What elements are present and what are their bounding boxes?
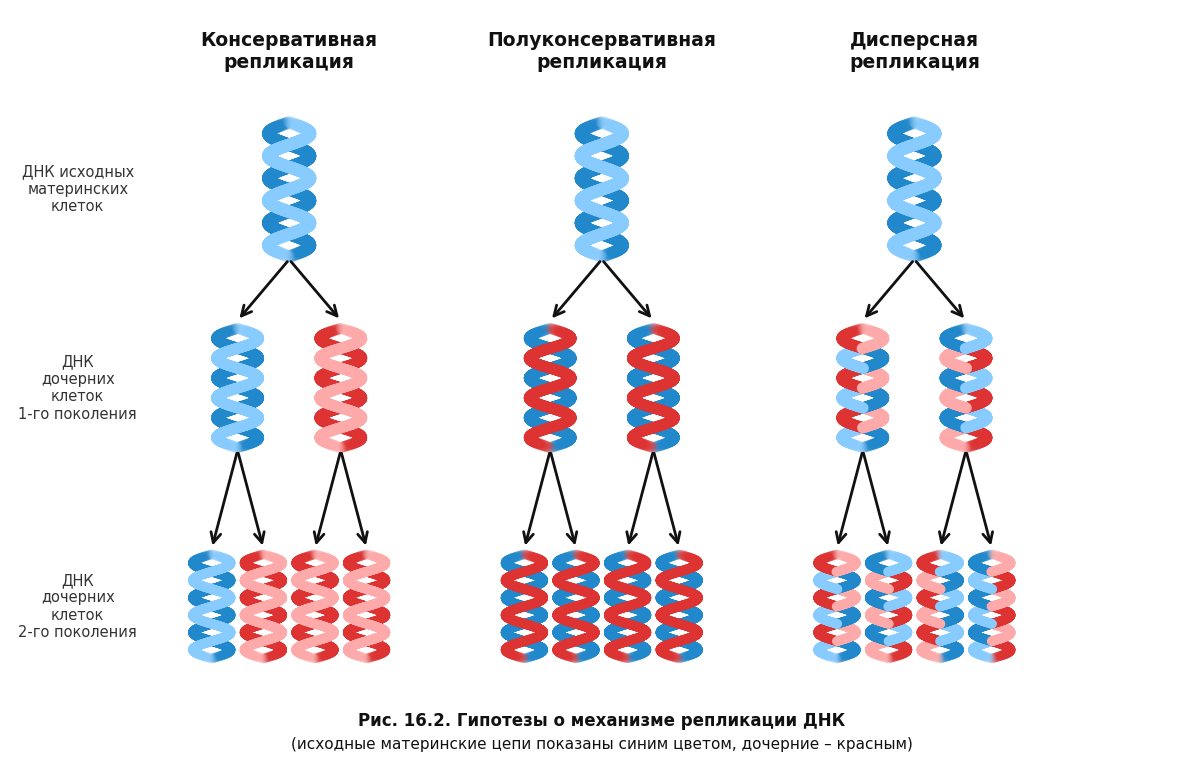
Text: Консервативная
репликация: Консервативная репликация — [200, 31, 378, 72]
Text: ДНК
дочерних
клеток
2-го поколения: ДНК дочерних клеток 2-го поколения — [18, 573, 137, 640]
Text: Полуконсервативная
репликация: Полуконсервативная репликация — [487, 31, 716, 72]
Text: Рис. 16.2. Гипотезы о механизме репликации ДНК: Рис. 16.2. Гипотезы о механизме репликац… — [358, 712, 846, 730]
Text: (исходные материнские цепи показаны синим цветом, дочерние – красным): (исходные материнские цепи показаны сини… — [290, 737, 913, 752]
Text: ДНК исходных
материнских
клеток: ДНК исходных материнских клеток — [22, 165, 134, 214]
Text: ДНК
дочерних
клеток
1-го поколения: ДНК дочерних клеток 1-го поколения — [18, 354, 137, 421]
Text: Дисперсная
репликация: Дисперсная репликация — [848, 31, 980, 72]
